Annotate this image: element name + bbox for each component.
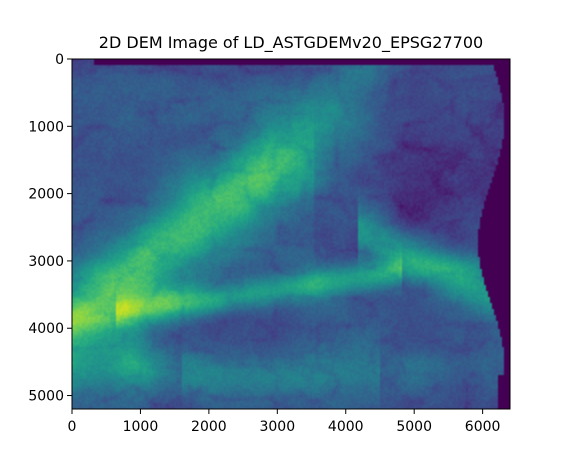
y-tick-label: 3000 [28,254,64,270]
dem-heatmap [72,59,510,409]
y-tick-label: 4000 [28,321,64,337]
y-tick-label: 2000 [28,187,64,203]
x-tick-label: 1000 [123,419,159,435]
y-tick-label: 1000 [28,119,64,135]
chart-title: 2D DEM Image of LD_ASTGDEMv20_EPSG27700 [99,33,483,53]
x-tick-label: 3000 [259,419,295,435]
x-axis: 0 1000 2000 3000 4000 5000 6000 [68,409,501,435]
plot-area [72,59,510,409]
x-tick-label: 4000 [328,419,364,435]
x-tick-label: 5000 [396,419,432,435]
y-tick-label: 5000 [28,389,64,405]
x-tick-label: 0 [68,419,77,435]
y-axis: 0 1000 2000 3000 4000 5000 [28,52,72,405]
x-tick-label: 2000 [191,419,227,435]
x-tick-label: 6000 [465,419,501,435]
axes-frame [71,58,511,410]
y-tick-label: 0 [55,52,64,68]
